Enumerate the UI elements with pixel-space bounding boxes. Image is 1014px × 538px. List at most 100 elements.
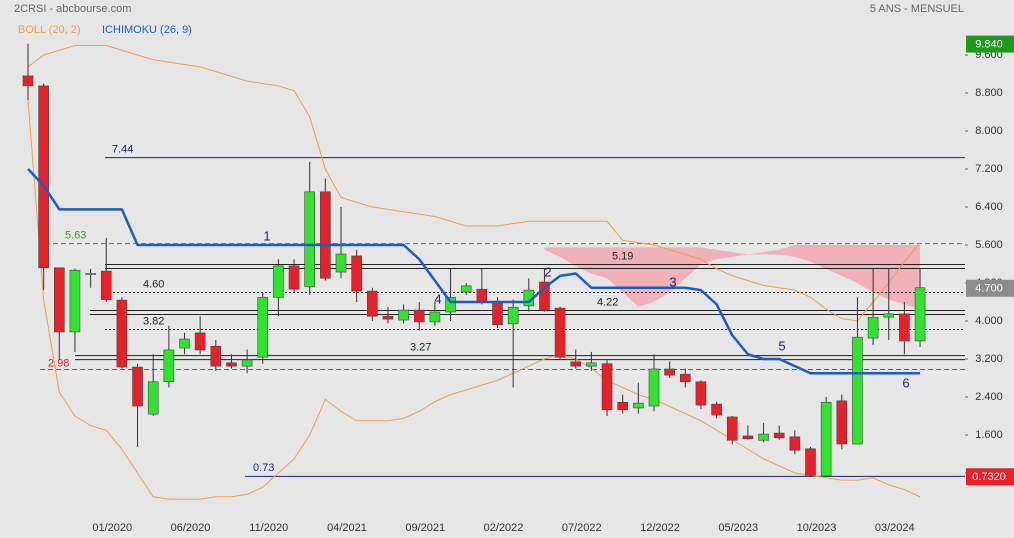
- annotation: 3: [669, 274, 676, 289]
- candle-body: [366, 290, 378, 317]
- candle-body: [288, 265, 300, 290]
- candle-body: [132, 366, 143, 407]
- level-label: 0.73: [253, 462, 274, 474]
- candle-body: [351, 255, 362, 292]
- x-tick-label: 02/2022: [484, 522, 524, 534]
- y-tick-label: 8.000: [975, 125, 1003, 137]
- annotation: 2: [544, 264, 551, 279]
- candle-body: [116, 299, 128, 368]
- ichimoku-cloud: [544, 245, 921, 310]
- y-tick-label: 2.400: [975, 391, 1003, 403]
- candle-body: [586, 362, 597, 367]
- candle-body: [664, 368, 675, 376]
- candle-body: [445, 296, 456, 313]
- candle-body: [648, 368, 660, 407]
- candle-body: [773, 432, 785, 439]
- candle-body: [852, 336, 863, 445]
- candle-body: [836, 400, 848, 445]
- candle-body: [570, 361, 582, 367]
- bollinger-upper: [27, 45, 921, 322]
- x-tick-label: 12/2022: [640, 522, 680, 534]
- candle-body: [867, 316, 879, 339]
- candle-body: [539, 281, 550, 311]
- chart-subtitle: 5 ANS - MENSUEL: [870, 3, 964, 15]
- x-tick-label: 04/2021: [327, 522, 367, 534]
- candle-body: [883, 313, 895, 318]
- ichimoku-line: [27, 168, 921, 375]
- candle-body: [304, 191, 316, 288]
- x-tick-label: 07/2022: [562, 522, 602, 534]
- candle-body: [460, 285, 472, 293]
- level-label: 5.63: [65, 229, 86, 241]
- price-tag-label: 9.840: [975, 39, 1003, 51]
- candle-body: [163, 349, 175, 383]
- level-label: 4.22: [597, 296, 618, 308]
- legend-entry: BOLL (20, 2): [18, 24, 81, 36]
- level-label: 7.44: [112, 144, 133, 156]
- candle-body: [382, 315, 394, 320]
- x-tick-label: 03/2024: [875, 522, 915, 534]
- candle-body: [507, 306, 519, 325]
- level-label: 2.98: [48, 357, 69, 369]
- candle-body: [38, 85, 49, 269]
- candle-body: [413, 309, 425, 323]
- candle-body: [85, 273, 96, 275]
- legend-entry: ICHIMOKU (26, 9): [102, 24, 192, 36]
- y-tick-label: 1.600: [975, 429, 1003, 441]
- candle-body: [789, 436, 801, 451]
- y-tick-label: 5.600: [975, 239, 1003, 251]
- x-tick-label: 11/2020: [249, 522, 288, 534]
- candle-body: [476, 288, 488, 303]
- x-tick-label: 10/2023: [797, 522, 837, 534]
- candle-body: [758, 433, 769, 441]
- candle-body: [633, 402, 644, 409]
- price-tag-label: 0.7320: [972, 471, 1006, 483]
- candle-body: [617, 401, 629, 411]
- annotation: 1: [263, 228, 270, 243]
- x-tick-label: 06/2020: [171, 522, 211, 534]
- candle-body: [726, 416, 738, 441]
- candle-body: [820, 401, 832, 477]
- level-label: 5.19: [612, 250, 633, 262]
- candle-body: [679, 373, 691, 383]
- level-label: 3.27: [410, 342, 431, 354]
- bollinger-lower: [27, 100, 921, 500]
- price-tag-label: 4.700: [975, 283, 1003, 295]
- candle-body: [69, 269, 81, 333]
- candle-body: [210, 345, 222, 367]
- candle-body: [100, 270, 112, 300]
- candle-body: [335, 253, 347, 273]
- y-tick-label: 3.200: [975, 353, 1003, 365]
- price-tag: [966, 35, 1014, 53]
- candle-body: [805, 448, 816, 476]
- level-label: 3.82: [143, 315, 164, 327]
- candle-body: [22, 75, 34, 87]
- annotation: 5: [778, 338, 785, 353]
- candle-body: [554, 307, 566, 358]
- candle-body: [899, 313, 910, 342]
- x-tick-label: 05/2023: [718, 522, 758, 534]
- candle-body: [147, 381, 159, 415]
- candle-body: [320, 191, 331, 279]
- annotation: 4: [434, 291, 441, 306]
- candle-body: [711, 403, 722, 416]
- candle-body: [742, 435, 754, 440]
- candle-body: [601, 363, 613, 411]
- candle-body: [257, 296, 269, 358]
- x-tick-label: 01/2020: [92, 522, 132, 534]
- price-tag: [966, 279, 1014, 297]
- y-tick-label: 7.200: [975, 163, 1003, 175]
- candle-body: [53, 267, 65, 333]
- candle-body: [398, 309, 409, 321]
- candle-body: [492, 302, 503, 326]
- annotation: 6: [902, 375, 909, 390]
- chart-title: 2CRSI - abcbourse.com: [14, 3, 131, 15]
- candle-body: [429, 311, 441, 323]
- candle-body: [194, 332, 206, 351]
- candle-body: [273, 265, 284, 298]
- candle-body: [226, 362, 237, 367]
- x-tick-label: 09/2021: [405, 522, 445, 534]
- candle-body: [914, 287, 926, 342]
- price-tag: [966, 468, 1014, 486]
